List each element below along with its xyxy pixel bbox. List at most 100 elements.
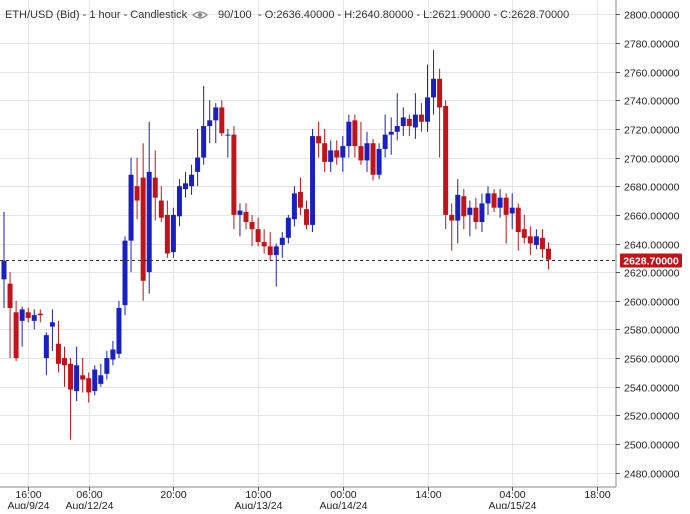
candle-body — [503, 197, 509, 215]
candle-body — [55, 343, 61, 364]
candle-body — [479, 203, 485, 223]
y-tick-label: 2560.00000 — [624, 354, 680, 366]
candle-body — [431, 78, 437, 98]
candle-body — [140, 177, 146, 281]
candle-body — [539, 237, 545, 250]
y-tick-label: 2700.00000 — [624, 154, 680, 166]
candle-body — [376, 148, 382, 175]
x-tick-label: 00:00 — [330, 489, 356, 501]
y-tick-label: 2620.00000 — [624, 268, 680, 280]
candle-body — [207, 120, 213, 127]
y-tick-label: 2480.00000 — [624, 469, 680, 481]
candle-body — [455, 194, 461, 221]
candle-body — [158, 200, 164, 218]
candle-body — [406, 118, 412, 127]
candle-body — [176, 186, 182, 217]
candle-body — [92, 369, 98, 392]
y-tick-label: 2540.00000 — [624, 383, 680, 395]
y-tick-label: 2520.00000 — [624, 411, 680, 423]
candle-body — [515, 207, 521, 233]
candle-body — [521, 229, 527, 238]
candle-body — [104, 358, 110, 374]
candle-body — [195, 157, 201, 172]
candle-body — [122, 240, 128, 306]
candles — [1, 50, 551, 440]
candle-body — [49, 322, 55, 327]
x-tick-date-label: Aug/15/24 — [489, 500, 537, 509]
x-tick-label: 10:00 — [245, 489, 271, 501]
candle-body — [382, 134, 388, 149]
candle-body — [546, 248, 551, 260]
candle-body — [201, 126, 207, 158]
candle-body — [183, 183, 188, 190]
current-price-tag: 2628.70000 — [620, 253, 682, 268]
candle-body — [37, 313, 43, 316]
candle-body — [213, 107, 219, 121]
header-ohlc: - O:2636.40000 - H:2640.80000 - L:2621.9… — [258, 9, 569, 21]
candle-body — [297, 191, 303, 208]
x-tick-date-label: Aug/9/24 — [7, 500, 49, 509]
candle-body — [491, 193, 497, 208]
candle-body — [43, 335, 49, 359]
candle-body — [328, 150, 334, 162]
eye-icon[interactable] — [192, 11, 208, 19]
candle-body — [291, 193, 297, 220]
candle-body — [352, 120, 358, 147]
candle-body — [13, 312, 19, 359]
candle-body — [25, 312, 31, 318]
x-tick-label: 18:00 — [584, 489, 610, 501]
y-tick-label: 2720.00000 — [624, 125, 680, 137]
x-tick-label: 14:00 — [415, 489, 441, 501]
y-axis-ticks: 2800.00000 2780.00000 2760.00000 2740.00000… — [616, 10, 680, 481]
candle-body — [485, 193, 491, 204]
candle-body — [1, 260, 7, 280]
candle-body — [394, 126, 400, 132]
candle-body — [68, 363, 74, 390]
candle-body — [400, 117, 406, 127]
candle-body — [170, 214, 176, 253]
candle-body — [412, 114, 418, 128]
candle-body — [19, 309, 25, 321]
current-price-label: 2628.70000 — [623, 256, 679, 268]
candle-body — [497, 197, 503, 208]
candle-body — [273, 246, 279, 255]
candle-body — [285, 217, 291, 238]
candle-body — [322, 143, 328, 162]
candle-body — [527, 236, 533, 244]
candle-body — [418, 114, 424, 122]
x-tick-label: 04:00 — [499, 489, 525, 501]
candle-body — [346, 121, 352, 147]
candle-body — [461, 196, 467, 217]
y-tick-label: 2740.00000 — [624, 96, 680, 108]
candle-body — [219, 107, 225, 134]
candle-body — [370, 143, 376, 175]
y-tick-label: 2600.00000 — [624, 297, 680, 309]
candle-body — [267, 246, 273, 255]
candle-body — [128, 174, 134, 241]
candle-body — [7, 283, 13, 308]
candle-body — [164, 214, 170, 254]
candle-body — [340, 146, 346, 158]
candle-body — [31, 315, 37, 321]
candle-body — [425, 97, 430, 122]
x-tick-date-label: Aug/12/24 — [66, 500, 114, 509]
candle-body — [443, 105, 449, 215]
candle-body — [316, 136, 322, 144]
candle-body — [134, 186, 140, 201]
candle-body — [152, 177, 158, 198]
candle-body — [364, 143, 370, 161]
candle-body — [388, 131, 394, 135]
candle-body — [110, 349, 116, 360]
y-tick-label: 2760.00000 — [624, 68, 680, 80]
candle-body — [334, 150, 340, 158]
candle-body — [358, 146, 364, 161]
x-tick-date-label: Aug/14/24 — [320, 500, 368, 509]
candle-body — [310, 136, 316, 225]
candle-body — [243, 211, 249, 223]
header-symbol: ETH/USD (Bid) - 1 hour - Candlestick — [5, 9, 188, 21]
candle-body — [74, 365, 80, 392]
candle-body — [255, 229, 261, 243]
candle-body — [279, 237, 285, 245]
